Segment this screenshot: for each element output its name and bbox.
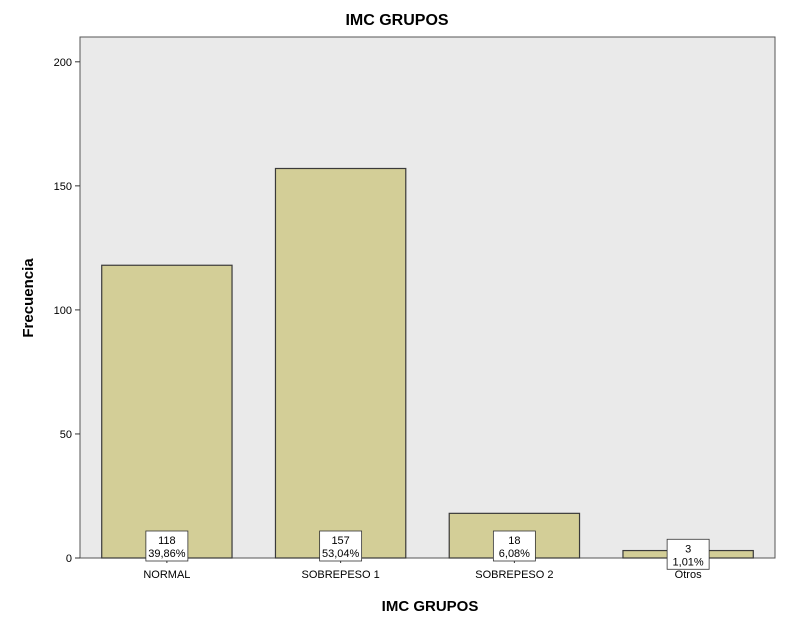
- data-label-box: [319, 530, 363, 562]
- y-tick-label: 50: [60, 429, 72, 441]
- y-axis: 0 50 100 150 200: [54, 57, 80, 565]
- data-label-box: [145, 530, 189, 562]
- x-axis: NORMAL SOBREPESO 1 SOBREPESO 2 Otros: [143, 558, 702, 581]
- data-label-percent: 53,04%: [322, 548, 360, 560]
- data-label-percent: 1,01%: [673, 556, 704, 568]
- y-tick-label: 150: [54, 181, 72, 193]
- data-label-box: [492, 530, 536, 562]
- bar: [274, 167, 407, 559]
- y-tick-label: 100: [54, 305, 72, 317]
- data-label-box: [666, 538, 710, 570]
- y-tick-label: 0: [66, 553, 72, 565]
- y-tick-label: 200: [54, 57, 72, 69]
- data-label-count: 157: [331, 535, 349, 547]
- data-label-count: 18: [508, 535, 520, 547]
- x-tick-label: Otros: [675, 569, 702, 581]
- data-label-count: 118: [158, 535, 176, 547]
- data-label-count: 3: [685, 543, 691, 555]
- x-axis-title: IMC GRUPOS: [382, 598, 479, 615]
- data-label-percent: 39,86%: [148, 548, 186, 560]
- chart-title: IMC GRUPOS: [345, 12, 448, 29]
- x-tick-label: SOBREPESO 2: [475, 569, 553, 581]
- bars: [101, 167, 754, 559]
- data-label-percent: 6,08%: [499, 548, 530, 560]
- x-tick-label: SOBREPESO 1: [301, 569, 379, 581]
- x-tick-label: NORMAL: [143, 569, 190, 581]
- y-axis-title: Frecuencia: [20, 258, 37, 338]
- bar: [101, 264, 233, 559]
